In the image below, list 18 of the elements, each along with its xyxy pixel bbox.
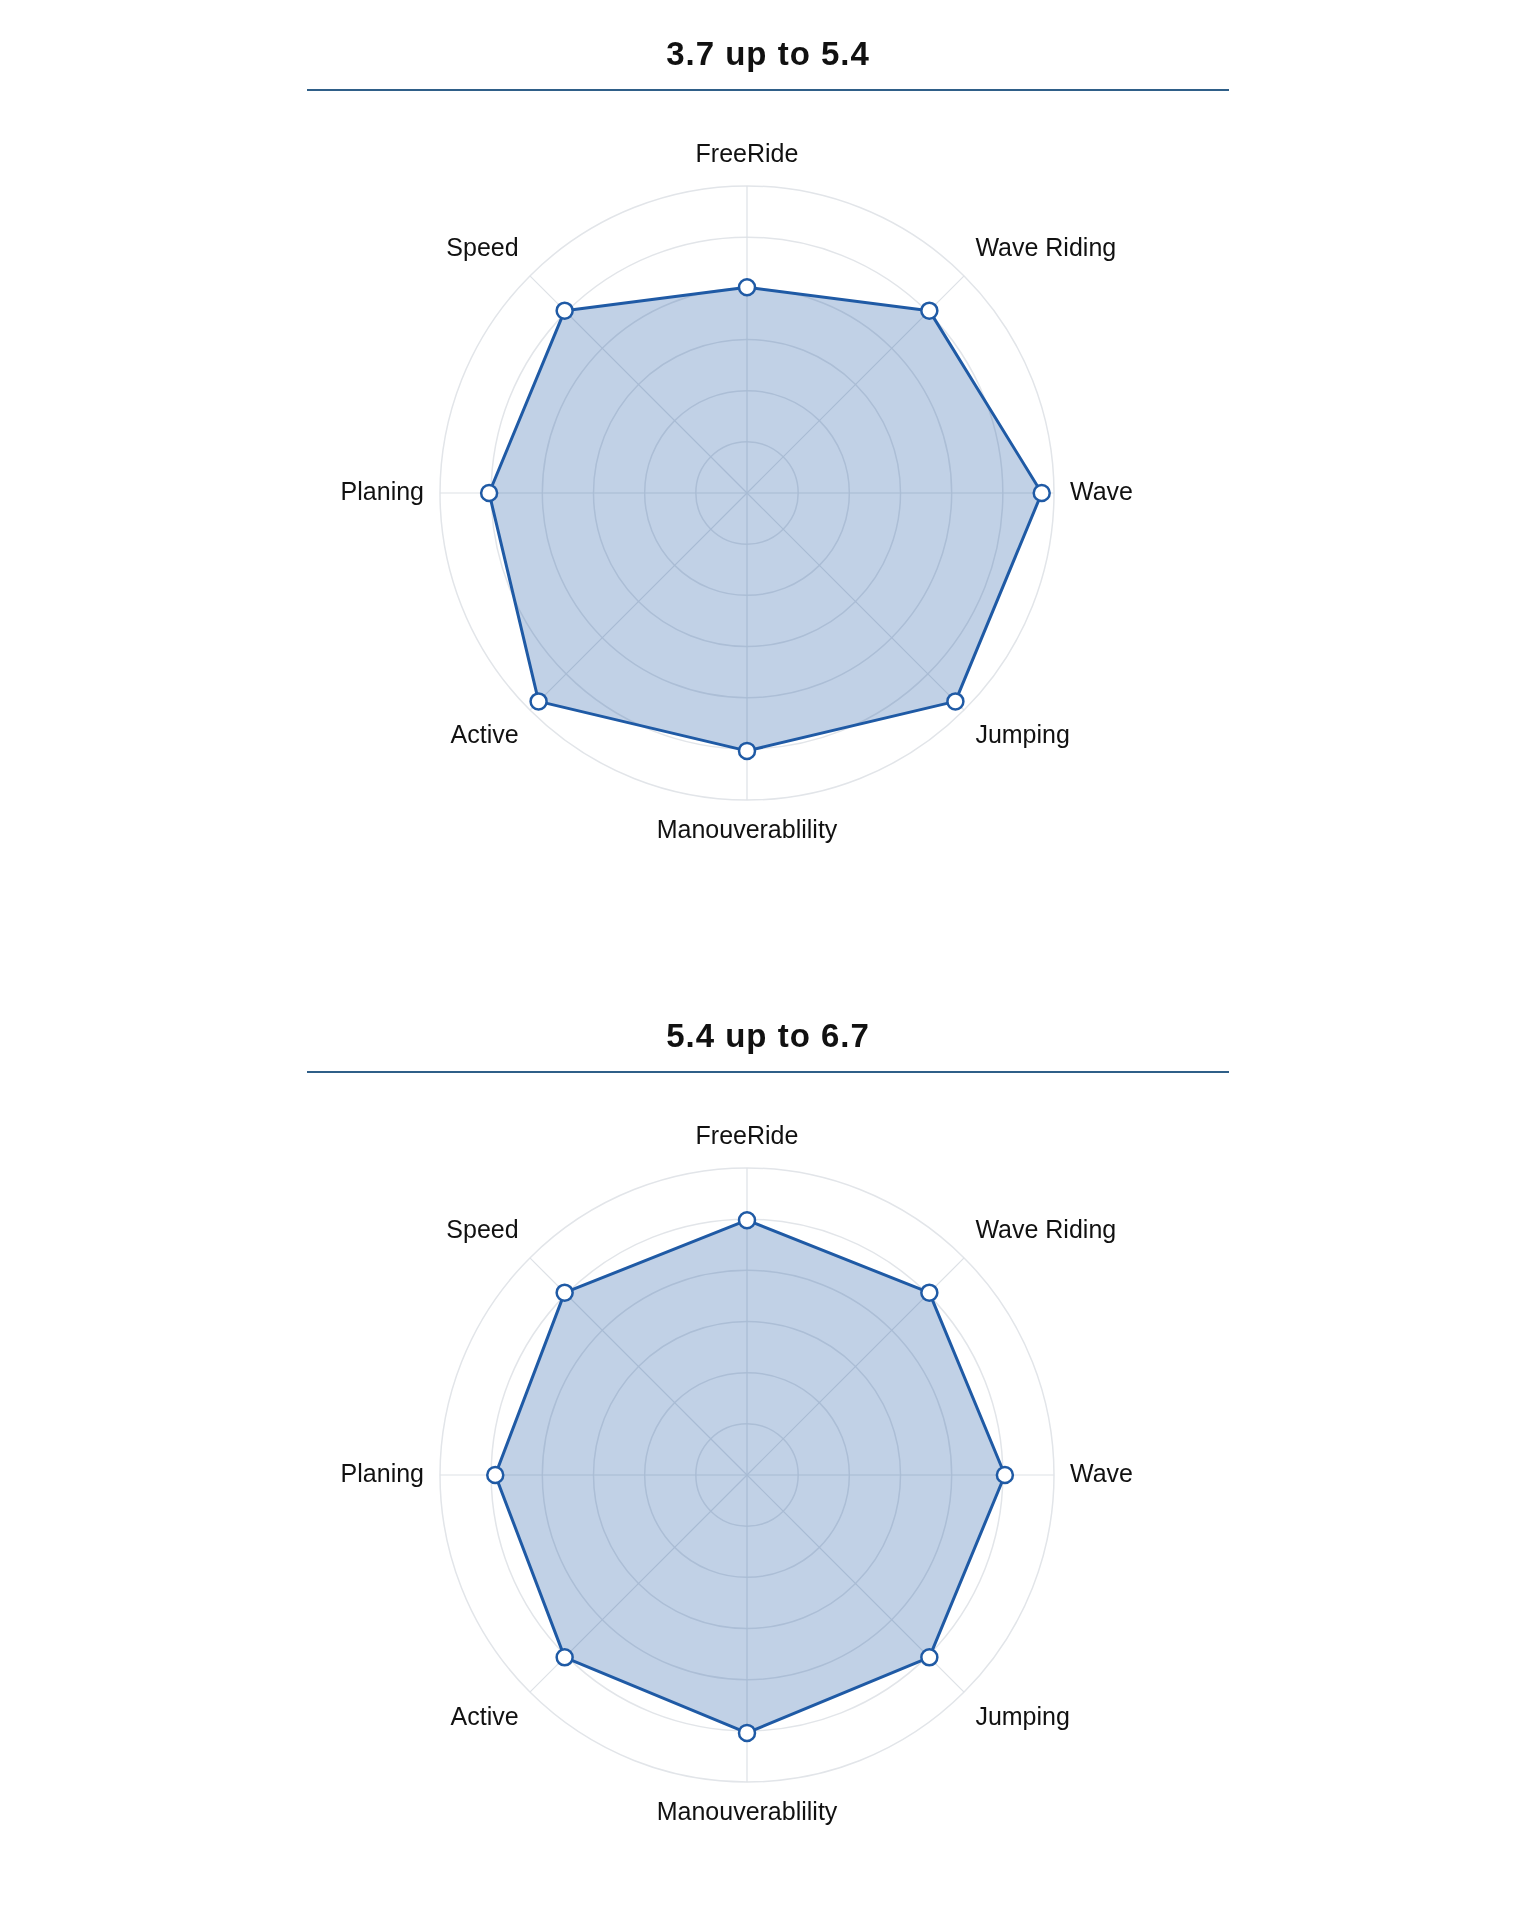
spoke-label: FreeRide <box>695 138 799 167</box>
spoke-label: Wave Riding <box>975 1215 1117 1244</box>
spoke-label: Active <box>450 720 519 749</box>
chart-title: 3.7 up to 5.4 <box>666 34 870 74</box>
spoke-label: Jumping <box>975 1702 1070 1731</box>
chart-title: 5.4 up to 6.7 <box>666 1016 870 1056</box>
spoke-label: Active <box>450 1702 519 1731</box>
spoke-label: Manouverablility <box>656 1796 838 1825</box>
spoke-label: Wave Riding <box>975 233 1117 262</box>
spoke-label: Speed <box>446 1215 519 1244</box>
spoke-label: Jumping <box>975 720 1070 749</box>
spoke-label: FreeRide <box>695 1120 799 1149</box>
spoke-label: Wave <box>1070 1458 1133 1487</box>
spoke-label: Speed <box>446 233 519 262</box>
spoke-label: Planing <box>340 1458 424 1487</box>
spoke-label: Manouverablility <box>656 814 838 843</box>
spoke-label: Wave <box>1070 476 1133 505</box>
spoke-label: Planing <box>340 476 424 505</box>
